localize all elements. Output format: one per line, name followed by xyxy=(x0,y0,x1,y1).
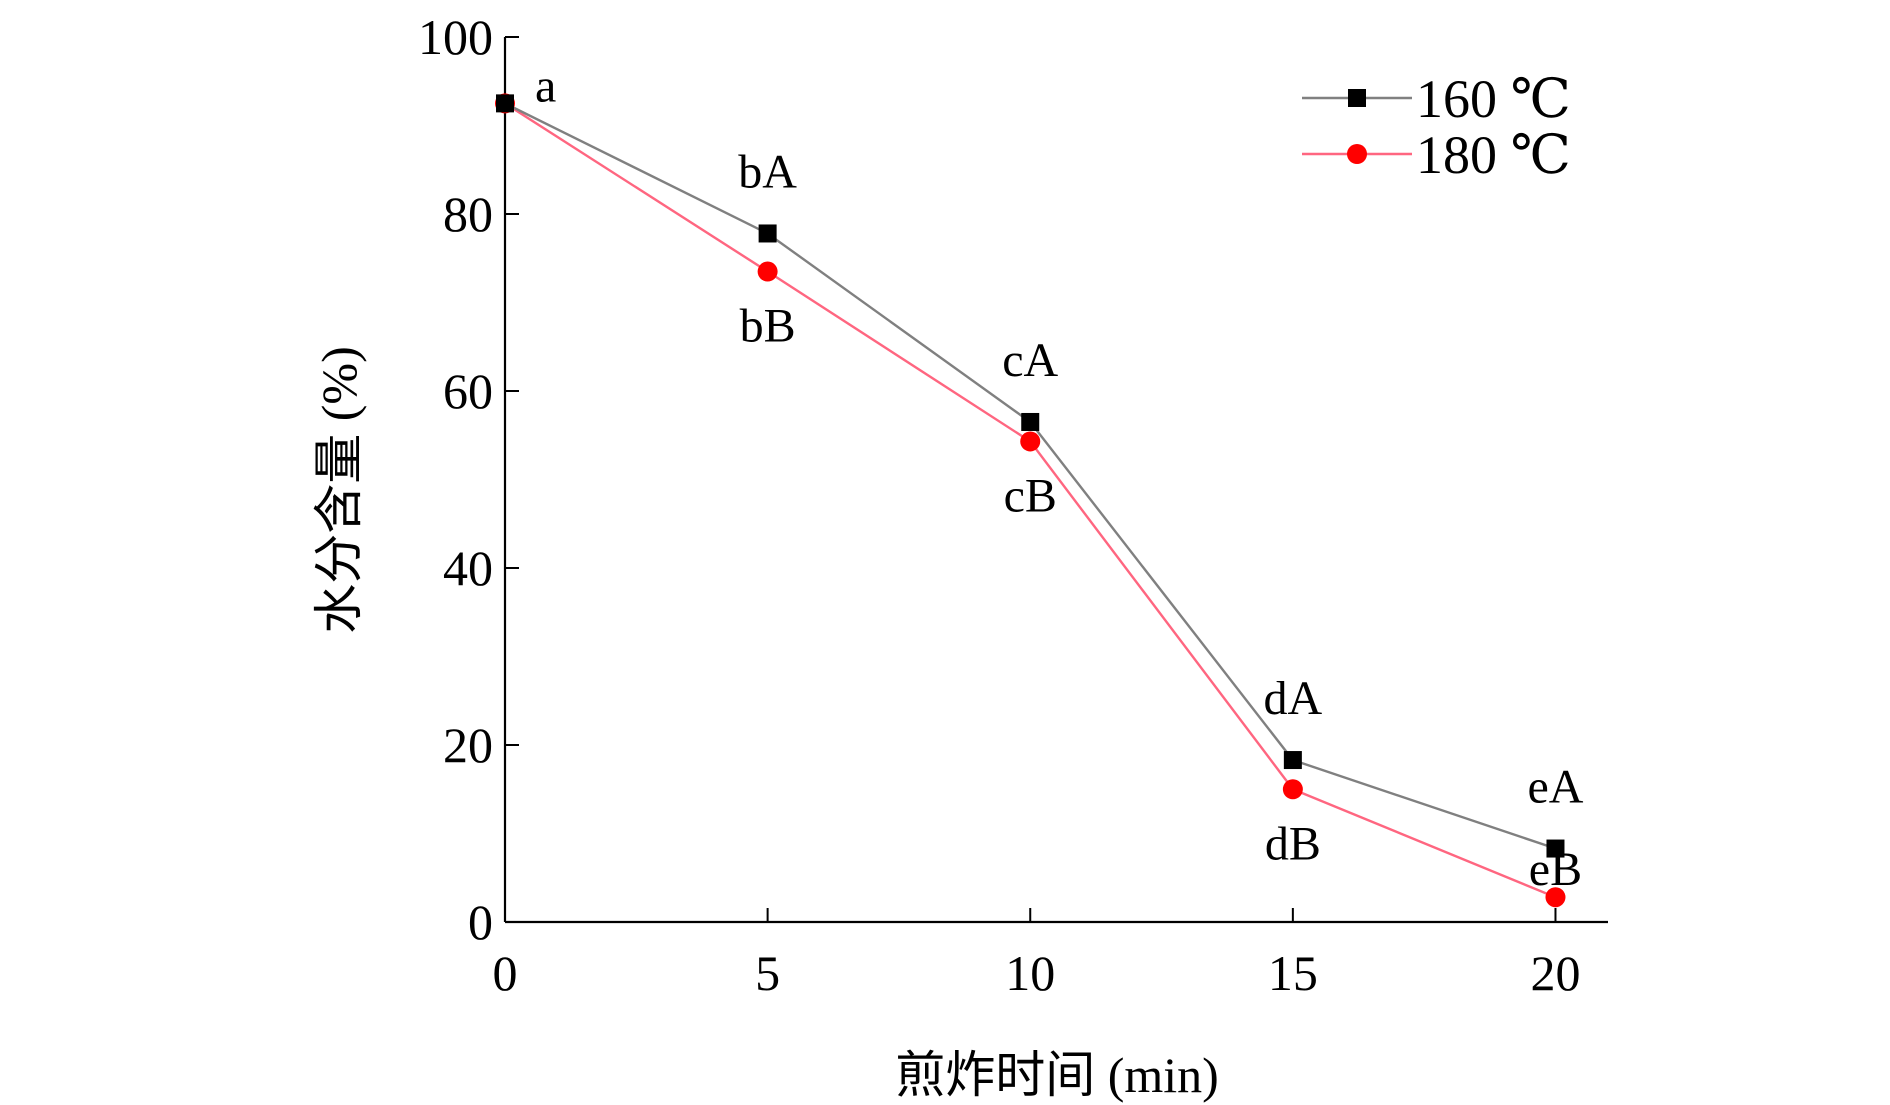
y-tick-label: 60 xyxy=(443,363,493,419)
y-axis-title: 水分含量 (%) xyxy=(311,346,367,633)
y-tick-label: 0 xyxy=(468,894,493,950)
data-point xyxy=(1546,839,1565,858)
legend-label: 180 ℃ xyxy=(1416,125,1571,185)
data-point xyxy=(1545,887,1566,908)
data-point xyxy=(1020,431,1041,452)
point-label: cB xyxy=(1004,469,1057,522)
data-point xyxy=(757,261,778,282)
point-label: dA xyxy=(1264,672,1323,725)
data-point xyxy=(496,94,514,113)
y-tick-label: 40 xyxy=(443,540,493,596)
axes: 0 20 40 60 80 100 0 5 10 15 20 xyxy=(418,9,1608,1001)
point-labels: a bA cA dA eA bB cB dB eB xyxy=(535,59,1584,896)
legend-marker xyxy=(1348,89,1366,107)
point-label: eB xyxy=(1529,843,1582,896)
y-tick-label: 80 xyxy=(443,186,493,242)
x-tick-label: 5 xyxy=(755,945,780,1001)
point-label: bB xyxy=(740,300,796,353)
point-label: a xyxy=(535,59,556,112)
data-point xyxy=(1282,779,1303,800)
series-layer xyxy=(495,93,1566,908)
point-label: cA xyxy=(1002,334,1058,387)
y-tick-label: 100 xyxy=(418,9,493,65)
x-axis-title: 煎炸时间 (min) xyxy=(895,1047,1219,1103)
data-point xyxy=(1021,412,1040,431)
y-tick-label: 20 xyxy=(443,717,493,773)
x-tick-label: 10 xyxy=(1005,945,1055,1001)
x-tick-label: 15 xyxy=(1268,945,1318,1001)
point-label: bA xyxy=(738,145,797,198)
x-tick-label: 20 xyxy=(1530,945,1580,1001)
x-tick-label: 0 xyxy=(493,945,518,1001)
data-point xyxy=(1283,751,1302,770)
point-label: eA xyxy=(1527,761,1583,814)
legend-label: 160 ℃ xyxy=(1416,69,1571,129)
point-label: dB xyxy=(1265,817,1321,870)
data-point xyxy=(758,224,777,243)
legend-marker xyxy=(1347,144,1367,164)
